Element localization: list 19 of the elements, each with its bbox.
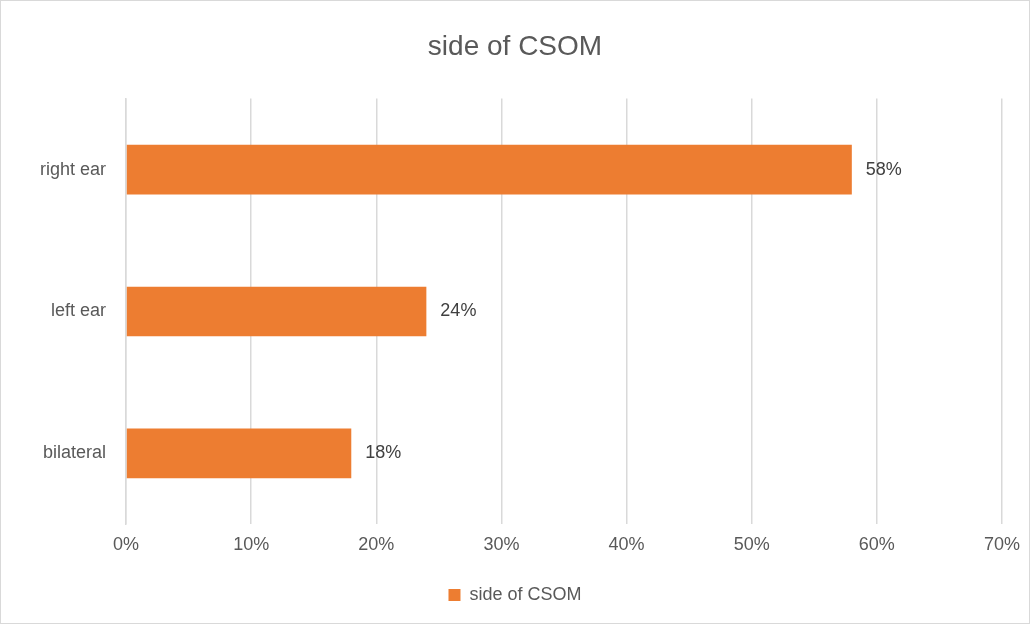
y-tick-label: right ear [39, 158, 107, 179]
x-tick-label: 10% [233, 534, 270, 555]
data-label: 58% [865, 158, 902, 179]
bar [126, 428, 352, 479]
y-tick-label: bilateral [42, 442, 107, 463]
x-tick-label: 40% [608, 534, 645, 555]
x-tick-label: 50% [733, 534, 770, 555]
x-tick-label: 0% [113, 534, 140, 555]
x-tick-label: 70% [983, 534, 1020, 555]
y-tick-label: left ear [51, 300, 107, 321]
x-tick-label: 30% [483, 534, 520, 555]
x-tick-label: 60% [858, 534, 895, 555]
legend-label: side of CSOM [469, 583, 582, 604]
x-tick-label: 20% [358, 534, 395, 555]
data-label: 24% [440, 300, 477, 321]
bar [126, 144, 852, 195]
bar [126, 286, 427, 337]
chart-title: side of CSOM [427, 29, 603, 61]
data-label: 18% [365, 442, 402, 463]
